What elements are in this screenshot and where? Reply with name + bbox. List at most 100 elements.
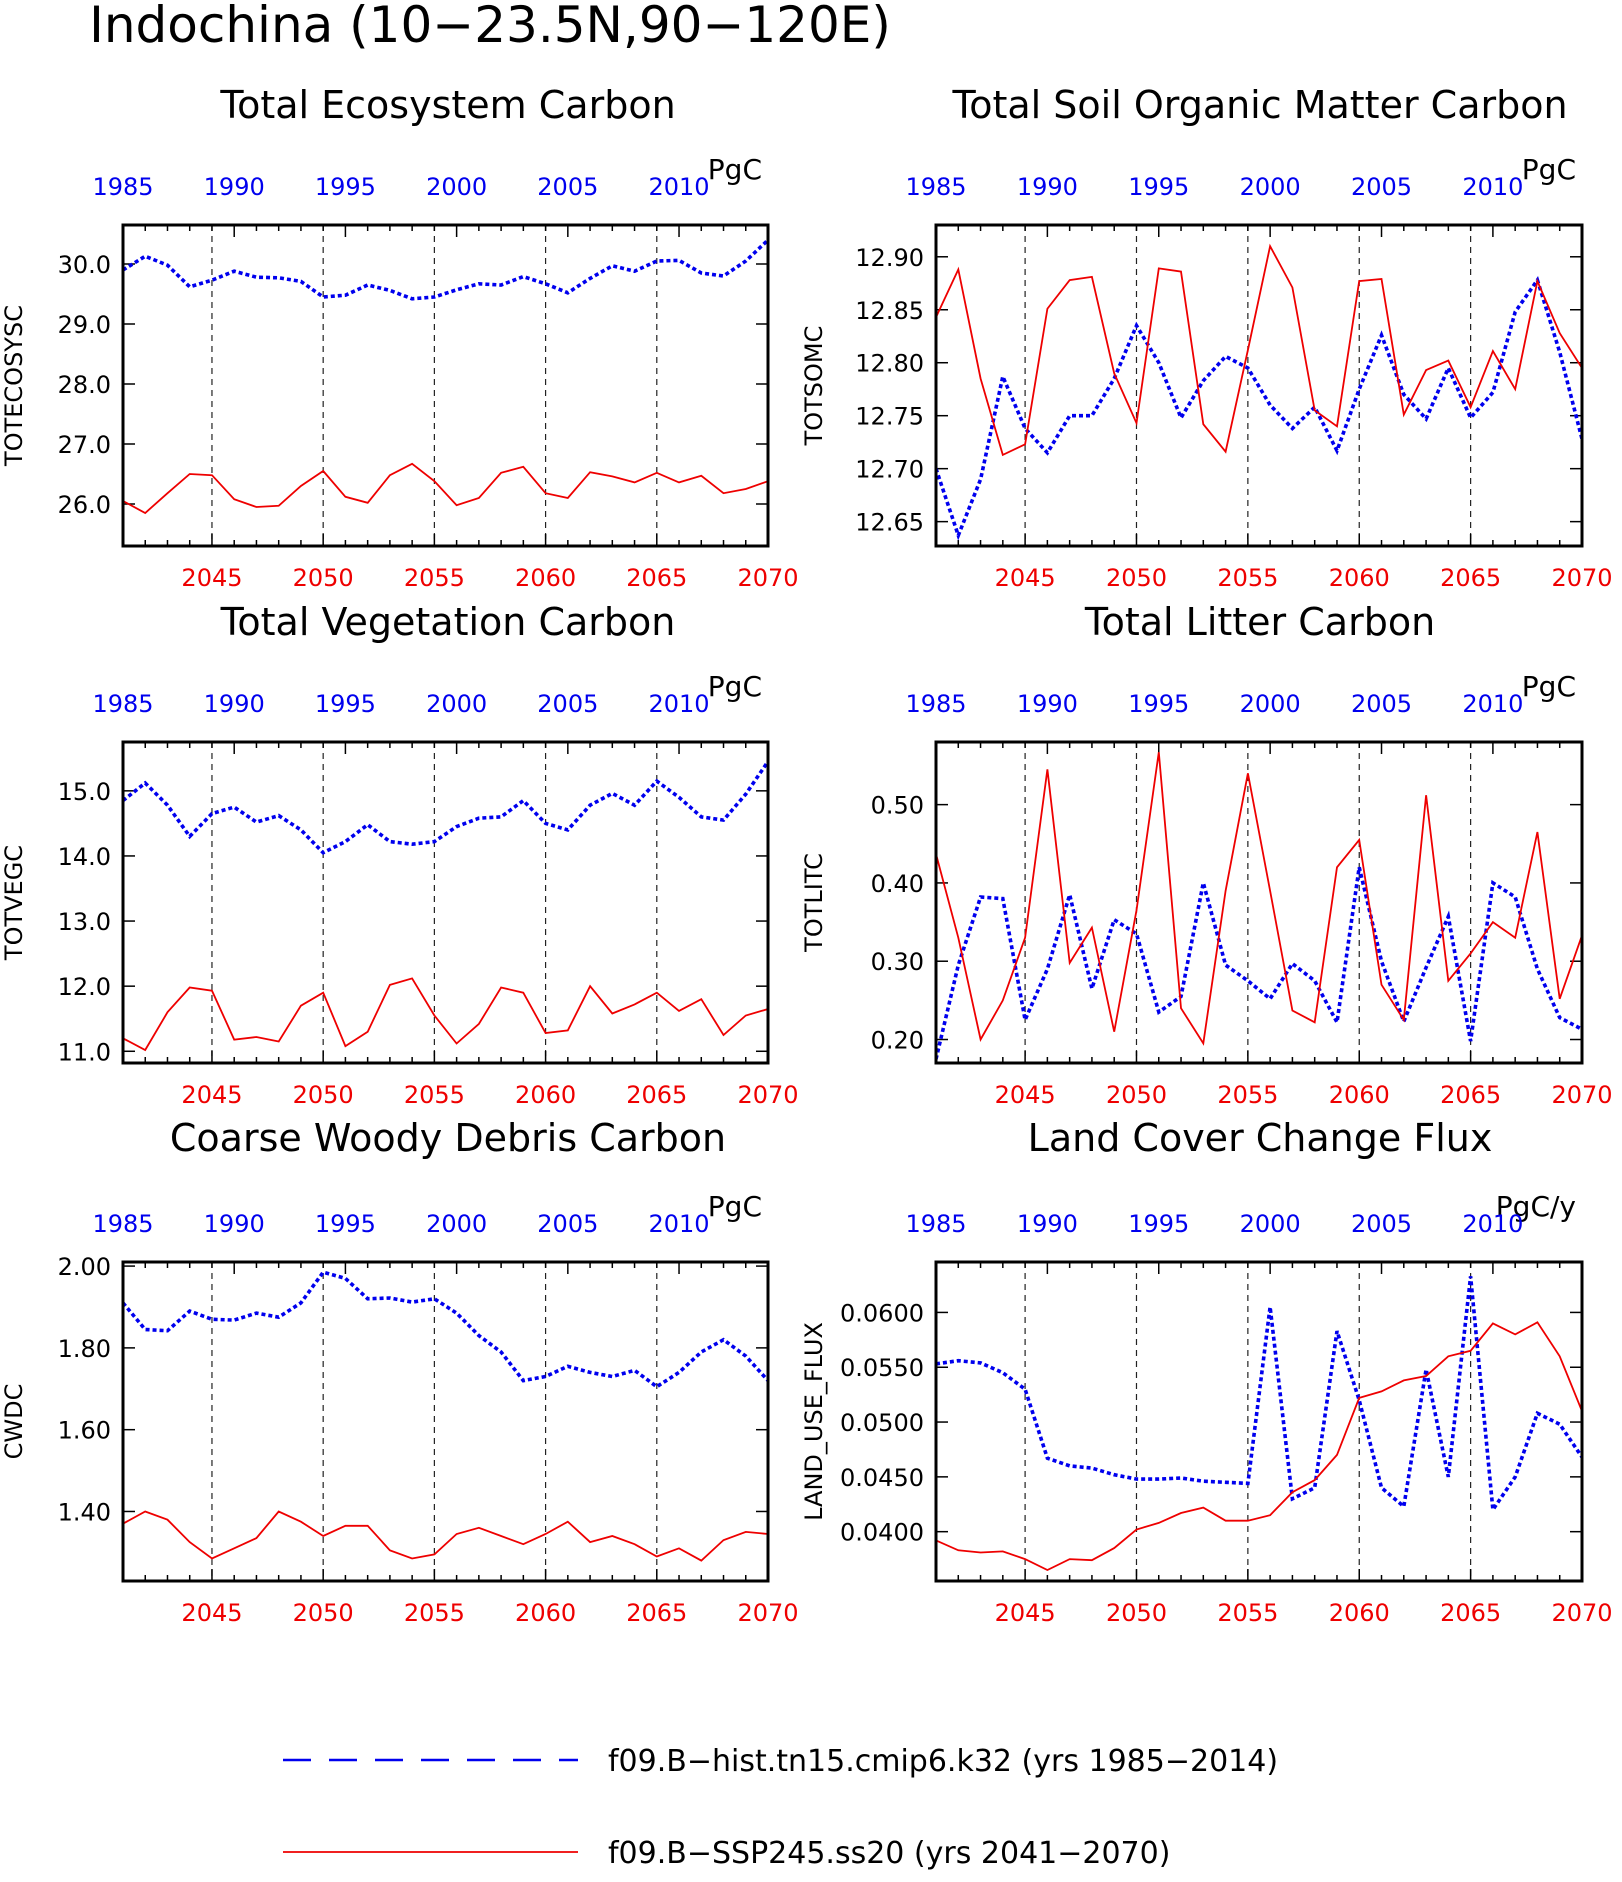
chart-title: Total Vegetation Carbon bbox=[220, 600, 676, 644]
units-label: PgC/y bbox=[1496, 1190, 1576, 1223]
y-tick-label: 29.0 bbox=[58, 311, 111, 339]
chart-title: Total Ecosystem Carbon bbox=[219, 83, 675, 127]
y-tick-label: 12.85 bbox=[855, 297, 924, 325]
x-tick-label-top: 2010 bbox=[1462, 1210, 1523, 1238]
x-tick-label-bottom: 2055 bbox=[1217, 564, 1278, 592]
plot-frame bbox=[934, 1260, 1584, 1583]
y-axis-label: TOTSOMC bbox=[800, 326, 828, 447]
y-tick-label: 12.90 bbox=[855, 244, 924, 272]
x-tick-label-top: 2010 bbox=[1462, 690, 1523, 718]
units-label: PgC bbox=[1522, 153, 1576, 186]
x-tick-label-top: 1995 bbox=[315, 1210, 376, 1238]
x-tick-label-top: 2010 bbox=[648, 1210, 709, 1238]
x-tick-label-bottom: 2070 bbox=[1551, 1599, 1612, 1627]
y-tick-label: 12.80 bbox=[855, 350, 924, 378]
x-tick-label-top: 2000 bbox=[426, 173, 487, 201]
x-tick-label-top: 1990 bbox=[204, 690, 265, 718]
x-tick-label-bottom: 2070 bbox=[737, 564, 798, 592]
y-tick-label: 12.70 bbox=[855, 456, 924, 484]
x-tick-label-bottom: 2070 bbox=[1551, 564, 1612, 592]
series-line-hist bbox=[936, 866, 1582, 1060]
y-tick-label: 0.20 bbox=[871, 1027, 924, 1055]
x-tick-label-top: 1985 bbox=[92, 173, 153, 201]
x-tick-label-top: 1990 bbox=[1017, 1210, 1078, 1238]
y-axis-label: CWDC bbox=[0, 1384, 28, 1460]
x-tick-label-bottom: 2045 bbox=[181, 564, 242, 592]
x-tick-label-bottom: 2050 bbox=[1106, 1599, 1167, 1627]
x-tick-label-bottom: 2060 bbox=[515, 1081, 576, 1109]
chart-panel-1: Total Ecosystem Carbon PgC 2045 2050 2055 206… bbox=[0, 83, 799, 592]
plot-frame bbox=[934, 740, 1584, 1065]
x-tick-label-bottom: 2070 bbox=[737, 1081, 798, 1109]
series-line-ssp bbox=[123, 977, 768, 1052]
y-axis-label: TOTLITC bbox=[800, 853, 828, 953]
x-tick-label-top: 1985 bbox=[92, 690, 153, 718]
x-tick-label-top: 2005 bbox=[537, 690, 598, 718]
series-line-ssp bbox=[936, 1321, 1582, 1572]
x-tick-label-top: 1995 bbox=[1128, 173, 1189, 201]
x-tick-label-bottom: 2045 bbox=[181, 1599, 242, 1627]
series-line-hist bbox=[936, 1276, 1582, 1515]
chart-title: Land Cover Change Flux bbox=[1028, 1116, 1493, 1160]
y-tick-label: 0.50 bbox=[871, 792, 924, 820]
panels: Total Ecosystem Carbon PgC 2045 2050 2055 206… bbox=[0, 83, 1613, 1627]
x-tick-label-top: 1990 bbox=[204, 173, 265, 201]
y-tick-label: 30.0 bbox=[58, 251, 111, 279]
x-tick-label-top: 1995 bbox=[1128, 1210, 1189, 1238]
y-tick-label: 12.75 bbox=[855, 403, 924, 431]
x-tick-label-bottom: 2055 bbox=[1217, 1081, 1278, 1109]
x-tick-label-top: 1990 bbox=[1017, 173, 1078, 201]
y-tick-label: 1.80 bbox=[58, 1335, 111, 1363]
chart-panel-5: Coarse Woody Debris Carbon PgC 2045 2050 205… bbox=[0, 1116, 799, 1627]
x-tick-label-top: 2005 bbox=[537, 173, 598, 201]
x-tick-label-top: 2005 bbox=[1351, 690, 1412, 718]
y-tick-label: 26.0 bbox=[58, 491, 111, 519]
y-tick-label: 11.0 bbox=[58, 1038, 111, 1066]
figure-title: Indochina (10−23.5N,90−120E) bbox=[89, 0, 891, 54]
y-tick-label: 0.0400 bbox=[840, 1519, 924, 1547]
x-tick-label-bottom: 2055 bbox=[404, 1081, 465, 1109]
x-tick-label-top: 1985 bbox=[92, 1210, 153, 1238]
y-tick-label: 0.0500 bbox=[840, 1409, 924, 1437]
legend-label: f09.B−hist.tn15.cmip6.k32 (yrs 1985−2014… bbox=[608, 1744, 1278, 1779]
series-line-ssp bbox=[123, 1510, 768, 1562]
x-tick-label-top: 2005 bbox=[1351, 1210, 1412, 1238]
x-tick-label-top: 1985 bbox=[905, 690, 966, 718]
x-tick-label-bottom: 2065 bbox=[1440, 564, 1501, 592]
y-tick-label: 0.0450 bbox=[840, 1464, 924, 1492]
x-tick-label-top: 2000 bbox=[426, 1210, 487, 1238]
chart-title: Total Soil Organic Matter Carbon bbox=[951, 83, 1567, 127]
x-tick-label-top: 2000 bbox=[1240, 1210, 1301, 1238]
x-tick-label-bottom: 2065 bbox=[1440, 1081, 1501, 1109]
x-tick-label-top: 2005 bbox=[537, 1210, 598, 1238]
units-label: PgC bbox=[708, 153, 762, 186]
series-line-hist bbox=[936, 276, 1582, 541]
series-line-hist bbox=[123, 760, 768, 855]
x-tick-label-bottom: 2070 bbox=[737, 1599, 798, 1627]
units-label: PgC bbox=[1522, 670, 1576, 703]
x-tick-label-bottom: 2070 bbox=[1551, 1081, 1612, 1109]
series-line-hist bbox=[123, 238, 768, 301]
y-tick-label: 28.0 bbox=[58, 371, 111, 399]
x-tick-label-top: 1985 bbox=[905, 1210, 966, 1238]
plot-frame bbox=[121, 223, 770, 548]
x-tick-label-bottom: 2060 bbox=[1329, 1599, 1390, 1627]
x-tick-label-bottom: 2060 bbox=[515, 1599, 576, 1627]
y-tick-label: 13.0 bbox=[58, 908, 111, 936]
series-line-ssp bbox=[123, 462, 768, 515]
y-tick-label: 12.0 bbox=[58, 973, 111, 1001]
chart-panel-2: Total Soil Organic Matter Carbon PgC 2045 2… bbox=[800, 83, 1613, 592]
x-tick-label-top: 2000 bbox=[1240, 690, 1301, 718]
series-line-ssp bbox=[936, 243, 1582, 457]
y-tick-label: 0.30 bbox=[871, 948, 924, 976]
x-tick-label-bottom: 2045 bbox=[995, 1599, 1056, 1627]
x-tick-label-top: 2000 bbox=[426, 690, 487, 718]
legend-label: f09.B−SSP245.ss20 (yrs 2041−2070) bbox=[608, 1836, 1170, 1871]
y-tick-label: 1.60 bbox=[58, 1417, 111, 1445]
x-tick-label-top: 1990 bbox=[204, 1210, 265, 1238]
y-tick-label: 15.0 bbox=[58, 778, 111, 806]
x-tick-label-bottom: 2055 bbox=[1217, 1599, 1278, 1627]
x-tick-label-bottom: 2065 bbox=[626, 1081, 687, 1109]
